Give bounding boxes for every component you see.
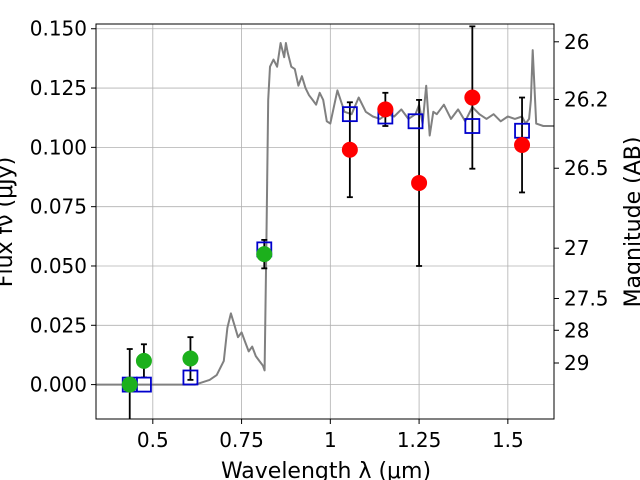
y-tick-label: 0.075 xyxy=(30,195,87,219)
model-point xyxy=(464,118,481,134)
y2-tick-label: 27.5 xyxy=(564,286,609,310)
y-tick-label: 0.125 xyxy=(30,76,87,100)
plot-layer xyxy=(96,25,554,419)
plot-frame xyxy=(95,23,555,420)
x-tick-label: 0.75 xyxy=(219,428,264,452)
y2-tick-label: 26 xyxy=(564,30,589,54)
x-tick-label: 1.25 xyxy=(397,428,442,452)
x-tick-label: 1 xyxy=(324,428,337,452)
y2-tick-label: 26.5 xyxy=(564,156,609,180)
x-axis-label: Wavelength λ (μm) xyxy=(221,459,431,480)
y2-tick-label: 27 xyxy=(564,236,589,260)
y2-tick-label: 29 xyxy=(564,351,589,375)
measurement-point xyxy=(514,136,531,153)
measurement-point xyxy=(411,174,428,191)
sed-line xyxy=(96,42,554,386)
plot-content xyxy=(96,25,554,419)
y2-tick-label: 26.2 xyxy=(564,87,609,111)
detection-point xyxy=(135,352,152,369)
y-tick-label: 0.150 xyxy=(30,17,87,41)
plot-area xyxy=(96,24,554,419)
measurement-point xyxy=(341,141,358,158)
x-tick-label: 0.5 xyxy=(137,428,169,452)
detection-point xyxy=(256,246,273,263)
y-tick-label: 0.100 xyxy=(30,135,87,159)
model-point xyxy=(407,113,424,130)
model-point xyxy=(341,106,358,123)
ticks: 0.000 0.025 0.050 0.075 0.100 0.125 0.150 0.5 0.… xyxy=(30,17,609,452)
detection-point xyxy=(182,350,199,367)
y-tick-label: 0.000 xyxy=(30,373,87,397)
y2-tick-label: 28 xyxy=(564,318,589,342)
y-tick-label: 0.025 xyxy=(30,313,87,337)
model-point xyxy=(182,369,199,386)
measurement-point xyxy=(464,89,481,106)
y-tick-label: 0.050 xyxy=(30,254,87,278)
y-axis-label: Flux fν (μJy) xyxy=(0,157,18,287)
y2-axis-label: Magnitude (AB) xyxy=(621,137,640,308)
detection-point xyxy=(121,376,138,393)
measurement-point xyxy=(377,101,394,118)
x-tick-label: 1.5 xyxy=(492,428,524,452)
